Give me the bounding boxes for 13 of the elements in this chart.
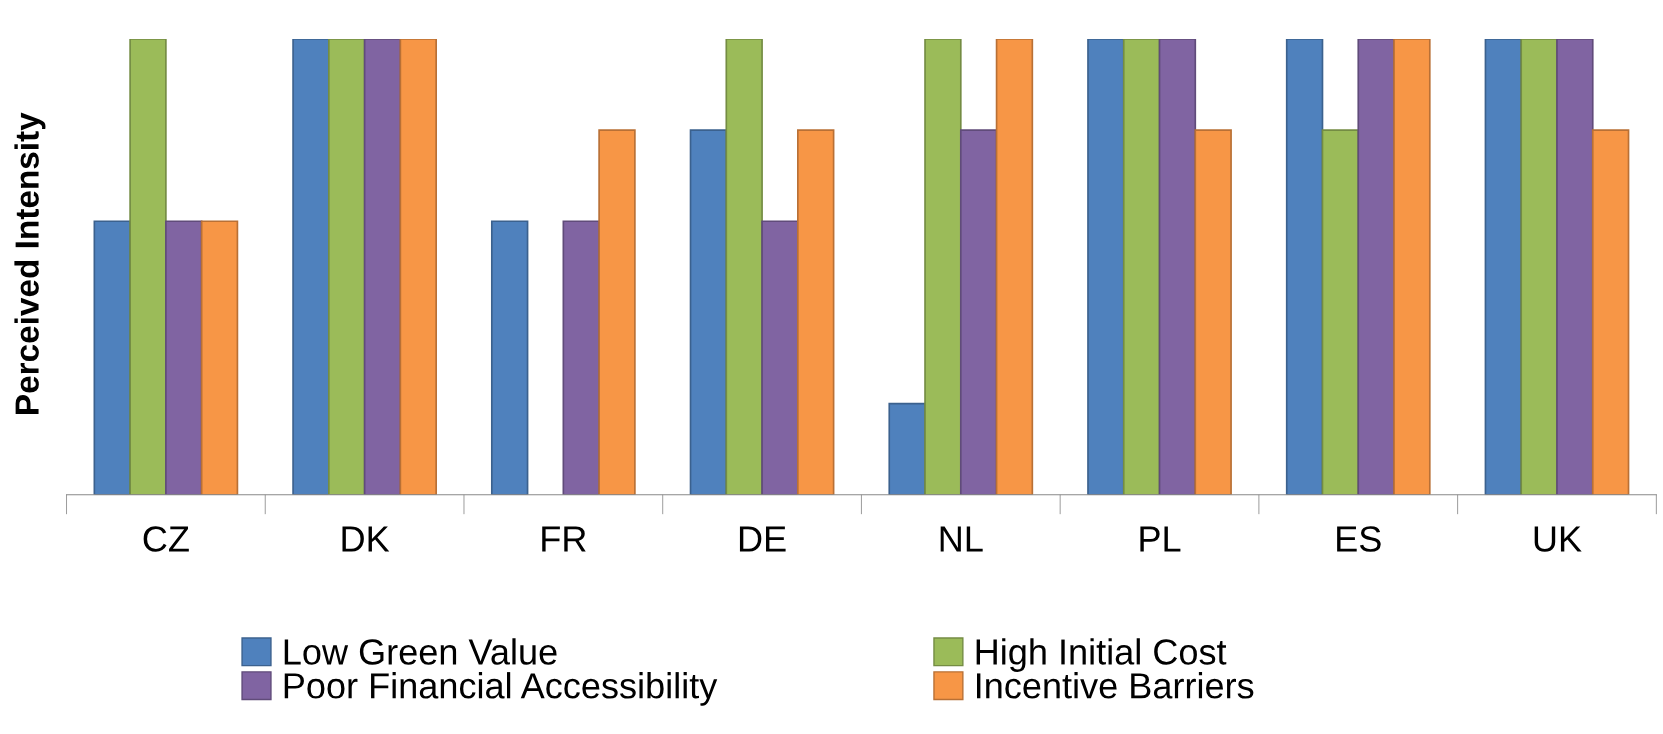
x-tick-label: DK xyxy=(342,526,390,552)
legend-label: Incentive Barriers xyxy=(977,672,1254,699)
x-tick-label: FR xyxy=(542,526,586,552)
x-tick-label: PL xyxy=(1140,526,1181,552)
y-axis-title: Perceived Intensity xyxy=(14,112,46,414)
legend-label: Poor Financial Accessibility xyxy=(284,672,718,706)
x-tick-label: DE xyxy=(739,526,786,552)
x-tick-label: CZ xyxy=(143,526,189,552)
legend-label: Low Green Value xyxy=(284,638,557,665)
x-tick-label: ES xyxy=(1337,526,1381,552)
x-tick-label: UK xyxy=(1534,526,1582,552)
legend-label: High Initial Cost xyxy=(976,638,1227,672)
x-tick-label: NL xyxy=(940,526,983,552)
